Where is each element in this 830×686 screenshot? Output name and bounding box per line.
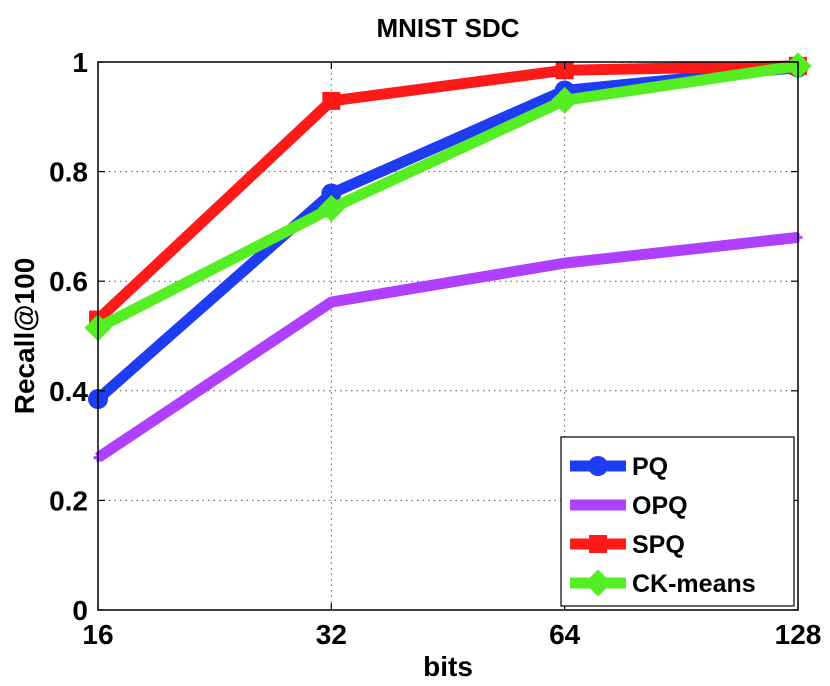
legend-marker-ck-means <box>584 569 612 597</box>
chart-title: MNIST SDC <box>377 13 520 43</box>
legend-label-pq: PQ <box>632 453 668 481</box>
plot-frame <box>97 61 799 611</box>
legend-entry-spq: SPQ <box>570 531 685 559</box>
x-axis-title: bits <box>423 651 473 682</box>
series-line-spq <box>94 60 799 324</box>
y-tick-label-0.8: 0.8 <box>49 157 88 188</box>
series-ck-means <box>84 52 812 342</box>
x-tick-label-128: 128 <box>775 619 822 650</box>
data-point-opq-64 <box>560 258 570 268</box>
y-tick-label-0: 0 <box>72 595 88 626</box>
legend: PQ OPQ SPQ CK-means <box>560 436 795 607</box>
legend-entry-ck-means: CK-means <box>570 569 756 598</box>
y-tick-label-0.6: 0.6 <box>49 266 88 297</box>
data-point-spq-32 <box>322 91 341 110</box>
legend-label-ck-means: CK-means <box>632 570 756 598</box>
series-line-ck-means <box>95 60 799 333</box>
series-line-opq <box>94 231 799 463</box>
x-tick-label-32: 32 <box>316 619 347 650</box>
y-tick-label-0.4: 0.4 <box>49 376 88 407</box>
y-axis-title: Recall@100 <box>9 258 40 415</box>
legend-label-opq: OPQ <box>632 492 688 520</box>
tick-layer: 16 32 64 128 0 0.2 0.4 0.6 0.8 1 <box>49 47 821 650</box>
data-point-ck-means-32 <box>317 194 345 222</box>
series-layer <box>84 52 812 463</box>
data-point-spq-64 <box>555 61 574 80</box>
x-tick-label-16: 16 <box>82 619 113 650</box>
data-point-pq-32 <box>321 183 342 204</box>
legend-marker-opq <box>593 500 603 510</box>
x-tick-label-64: 64 <box>549 619 581 650</box>
legend-marker-pq <box>588 456 608 476</box>
legend-marker-spq <box>589 535 607 553</box>
data-point-opq-32 <box>326 297 336 307</box>
legend-label-spq: SPQ <box>632 531 685 559</box>
legend-entry-opq: OPQ <box>570 492 688 520</box>
data-point-ck-means-64 <box>551 86 579 114</box>
legend-entry-pq: PQ <box>570 453 668 481</box>
y-tick-label-1: 1 <box>72 47 88 78</box>
y-tick-label-0.2: 0.2 <box>49 485 88 516</box>
